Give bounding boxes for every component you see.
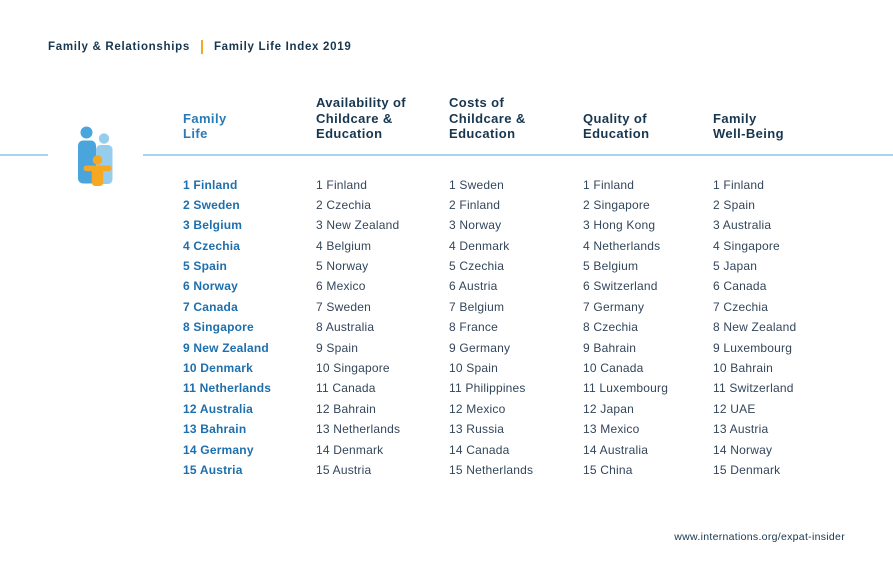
rank-entry: 11 Switzerland bbox=[713, 381, 794, 396]
rank-entry: 10 Denmark bbox=[183, 361, 254, 376]
header-divider-left bbox=[0, 154, 48, 156]
rank-entry: 2 Finland bbox=[449, 197, 501, 212]
rank-entry: 15 Austria bbox=[316, 462, 372, 477]
rank-entry: 13 Mexico bbox=[583, 422, 640, 437]
rank-entry: 12 Bahrain bbox=[316, 401, 377, 416]
rank-entry: 9 Germany bbox=[449, 340, 511, 355]
rank-entry: 5 Belgium bbox=[583, 259, 639, 274]
rank-entry: 5 Norway bbox=[316, 259, 369, 274]
rank-entry: 6 Switzerland bbox=[583, 279, 658, 294]
footer-link[interactable]: www.internations.org/expat-insider bbox=[674, 531, 845, 543]
rank-entry: 9 Spain bbox=[316, 340, 359, 355]
column-header-family-well-being: Family Well-Being bbox=[713, 110, 784, 142]
rank-entry: 4 Czechia bbox=[183, 238, 241, 253]
rank-column-family-life: 1 Finland 2 Sweden 3 Belgium 4 Czechia 5 Spa… bbox=[183, 175, 316, 481]
rank-column-quality-education: 1 Finland 2 Singapore 3 Hong Kong 4 Netherl… bbox=[583, 175, 713, 481]
rank-entry: 14 Germany bbox=[183, 442, 254, 457]
rank-entry: 4 Singapore bbox=[713, 238, 780, 253]
rank-entry: 4 Denmark bbox=[449, 238, 510, 253]
rank-column-costs-childcare: 1 Sweden 2 Finland 3 Norway 4 Denmark 5 Czec… bbox=[449, 175, 583, 481]
rank-column-family-well-being: 1 Finland 2 Spain 3 Australia 4 Singapore 5 … bbox=[713, 175, 853, 481]
rank-entry: 4 Belgium bbox=[316, 238, 372, 253]
rank-entry: 15 China bbox=[583, 462, 633, 477]
family-icon bbox=[77, 126, 114, 192]
rank-entry: 8 New Zealand bbox=[713, 320, 797, 335]
column-header-availability-childcare: Availability of Childcare & Education bbox=[316, 95, 407, 141]
rank-entry: 12 Australia bbox=[183, 401, 253, 416]
rank-entry: 8 France bbox=[449, 320, 498, 335]
page-title: Family Life Index 2019 bbox=[213, 41, 352, 53]
rank-entry: 1 Finland bbox=[183, 177, 238, 192]
column-header-quality-education: Quality of Education bbox=[583, 110, 650, 142]
breadcrumb-section: Family & Relationships bbox=[48, 41, 190, 53]
rank-entry: 15 Netherlands bbox=[449, 462, 534, 477]
rank-entry: 5 Czechia bbox=[449, 259, 505, 274]
rank-entry: 8 Australia bbox=[316, 320, 375, 335]
rank-entry: 4 Netherlands bbox=[583, 238, 661, 253]
rank-entry: 2 Czechia bbox=[316, 197, 372, 212]
rank-entry: 6 Austria bbox=[449, 279, 498, 294]
rank-entry: 7 Sweden bbox=[316, 299, 371, 314]
rank-entry: 7 Czechia bbox=[713, 299, 769, 314]
rank-entry: 14 Canada bbox=[449, 442, 510, 457]
rank-entry: 7 Canada bbox=[183, 299, 238, 314]
rank-entry: 13 Austria bbox=[713, 422, 769, 437]
rank-entry: 2 Sweden bbox=[183, 197, 240, 212]
rank-entry: 2 Spain bbox=[713, 197, 756, 212]
breadcrumb-separator bbox=[200, 40, 203, 54]
rank-entry: 10 Bahrain bbox=[713, 361, 774, 376]
rank-entry: 10 Singapore bbox=[316, 361, 390, 376]
header-divider-right bbox=[143, 154, 893, 156]
table-header-row: Family Life Availability of Childcare & … bbox=[183, 95, 853, 142]
column-header-family-life: Family Life bbox=[183, 110, 227, 142]
table-body: 1 Finland 2 Sweden 3 Belgium 4 Czechia 5 Spa… bbox=[183, 175, 853, 481]
rank-entry: 9 Bahrain bbox=[583, 340, 637, 355]
rank-entry: 5 Japan bbox=[713, 259, 758, 274]
rank-entry: 15 Austria bbox=[183, 462, 243, 477]
rank-entry: 9 New Zealand bbox=[183, 340, 269, 355]
rank-entry: 1 Sweden bbox=[449, 177, 504, 192]
rank-entry: 2 Singapore bbox=[583, 197, 650, 212]
rank-entry: 8 Czechia bbox=[583, 320, 639, 335]
rank-entry: 6 Norway bbox=[183, 279, 238, 294]
rank-entry: 13 Bahrain bbox=[183, 422, 247, 437]
column-header-costs-childcare: Costs of Childcare & Education bbox=[449, 95, 526, 141]
rank-entry: 3 Belgium bbox=[183, 218, 243, 233]
rank-entry: 11 Philippines bbox=[449, 381, 526, 396]
rank-entry: 10 Canada bbox=[583, 361, 644, 376]
rank-entry: 14 Norway bbox=[713, 442, 773, 457]
rank-entry: 3 Hong Kong bbox=[583, 218, 656, 233]
rank-entry: 14 Australia bbox=[583, 442, 649, 457]
rank-entry: 12 Japan bbox=[583, 401, 634, 416]
rank-entry: 1 Finland bbox=[316, 177, 368, 192]
breadcrumb: Family & Relationships Family Life Index… bbox=[48, 40, 351, 54]
rank-entry: 1 Finland bbox=[713, 177, 765, 192]
rank-entry: 3 New Zealand bbox=[316, 218, 400, 233]
rank-entry: 15 Denmark bbox=[713, 462, 781, 477]
rank-entry: 14 Denmark bbox=[316, 442, 384, 457]
rank-entry: 11 Luxembourg bbox=[583, 381, 669, 396]
ranking-table: Family Life Availability of Childcare & … bbox=[183, 95, 853, 480]
rank-entry: 7 Germany bbox=[583, 299, 645, 314]
rank-entry: 10 Spain bbox=[449, 361, 498, 376]
rank-entry: 11 Netherlands bbox=[183, 381, 272, 396]
rank-entry: 6 Canada bbox=[713, 279, 767, 294]
rank-entry: 11 Canada bbox=[316, 381, 376, 396]
rank-entry: 1 Finland bbox=[583, 177, 635, 192]
rank-entry: 12 UAE bbox=[713, 401, 756, 416]
rank-column-availability-childcare: 1 Finland 2 Czechia 3 New Zealand 4 Belgium… bbox=[316, 175, 449, 481]
rank-entry: 13 Russia bbox=[449, 422, 505, 437]
rank-entry: 6 Mexico bbox=[316, 279, 366, 294]
rank-entry: 12 Mexico bbox=[449, 401, 506, 416]
rank-entry: 7 Belgium bbox=[449, 299, 505, 314]
rank-entry: 3 Australia bbox=[713, 218, 772, 233]
rank-entry: 5 Spain bbox=[183, 259, 228, 274]
rank-entry: 13 Netherlands bbox=[316, 422, 401, 437]
rank-entry: 9 Luxembourg bbox=[713, 340, 793, 355]
rank-entry: 3 Norway bbox=[449, 218, 502, 233]
rank-entry: 8 Singapore bbox=[183, 320, 254, 335]
